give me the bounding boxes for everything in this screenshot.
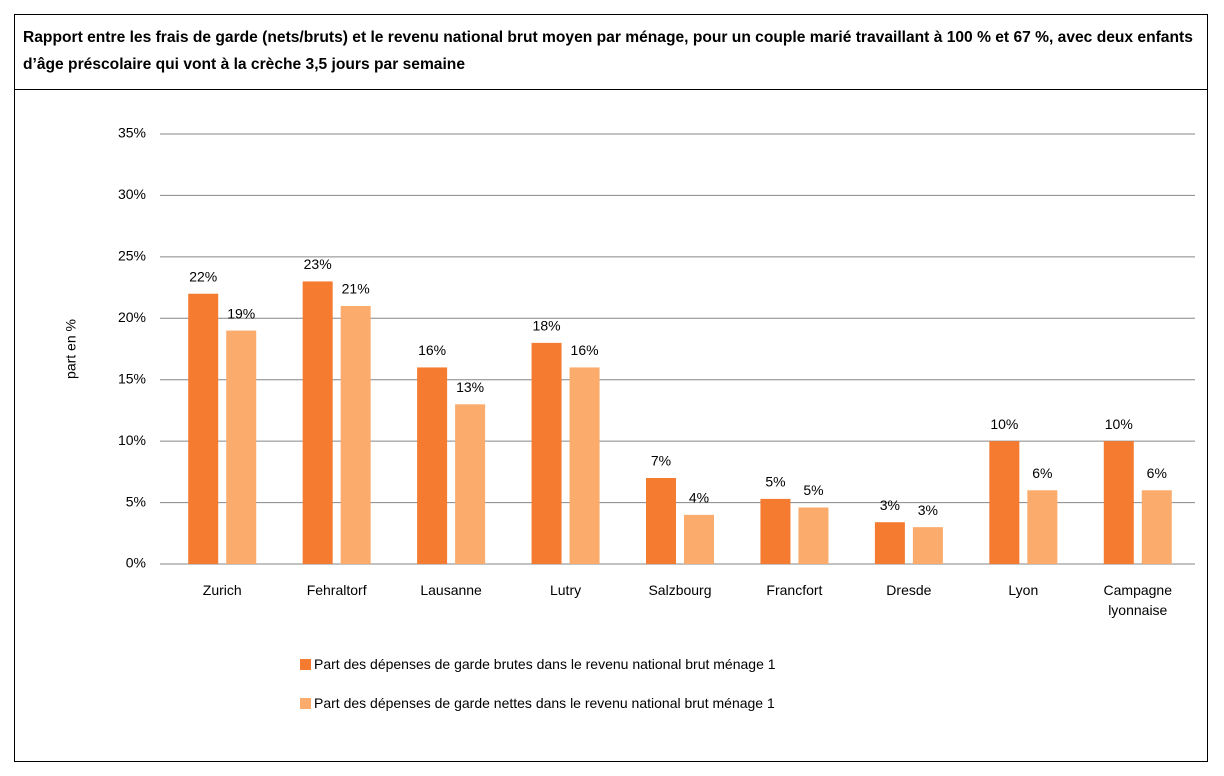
y-axis-label: part en % (63, 319, 79, 379)
bar (455, 404, 486, 564)
value-label: 13% (456, 379, 484, 395)
y-tick-label: 15% (118, 370, 146, 386)
bar (798, 507, 829, 564)
value-label: 6% (1032, 465, 1052, 481)
y-tick-label: 20% (118, 309, 146, 325)
value-label: 21% (342, 281, 370, 297)
value-label: 4% (689, 490, 709, 506)
x-tick-label: Campagne lyonnaise (1103, 582, 1173, 618)
legend-label: Part des dépenses de garde brutes dans l… (314, 656, 776, 672)
value-label: 6% (1147, 465, 1167, 481)
x-tick-label: Salzbourg (648, 582, 712, 598)
bar (1103, 441, 1134, 564)
x-tick-label: Lyon (1008, 582, 1039, 598)
value-label: 16% (571, 342, 599, 358)
bar (417, 367, 448, 564)
value-label: 18% (533, 318, 561, 334)
x-tick-label: Dresde (886, 582, 932, 598)
bar (912, 527, 943, 564)
x-tick-label: Lausanne (420, 582, 482, 598)
bar (646, 478, 676, 564)
y-tick-label: 35% (118, 125, 146, 141)
x-tick-label: Lutry (549, 582, 582, 598)
value-label: 5% (765, 474, 785, 490)
y-tick-label: 0% (126, 555, 146, 571)
x-tick-label: Francfort (766, 582, 823, 598)
bar (1027, 490, 1058, 564)
y-tick-label: 10% (118, 432, 146, 448)
bar (188, 293, 219, 564)
legend-label: Part des dépenses de garde nettes dans l… (314, 695, 775, 711)
legend-entry: Part des dépenses de garde brutes dans l… (300, 656, 776, 672)
legend-swatch (300, 697, 311, 709)
bar (874, 522, 905, 564)
legend-entry: Part des dépenses de garde nettes dans l… (300, 695, 775, 711)
x-tick-label: Zurich (202, 582, 242, 598)
value-label: 10% (1105, 416, 1133, 432)
y-tick-label: 5% (126, 493, 146, 509)
chart-title: Rapport entre les frais de garde (nets/b… (14, 14, 1208, 90)
value-label: 19% (227, 305, 255, 321)
bar (1141, 490, 1172, 564)
bar (989, 441, 1020, 564)
bar (340, 306, 371, 564)
value-label: 7% (651, 453, 671, 469)
value-label: 3% (880, 497, 900, 513)
y-tick-label: 30% (118, 186, 146, 202)
value-label: 3% (918, 502, 938, 518)
bar (684, 514, 714, 564)
y-tick-label: 25% (118, 248, 146, 264)
x-tick-label: Fehraltorf (306, 582, 367, 598)
legend-swatch (300, 658, 311, 670)
value-label: 23% (304, 256, 332, 272)
bar (760, 498, 791, 564)
bar (531, 342, 562, 564)
bar (226, 330, 257, 564)
value-label: 22% (189, 268, 217, 284)
bar (569, 367, 600, 564)
bar (302, 281, 333, 564)
value-label: 16% (418, 342, 446, 358)
value-label: 5% (803, 482, 823, 498)
value-label: 10% (990, 416, 1018, 432)
